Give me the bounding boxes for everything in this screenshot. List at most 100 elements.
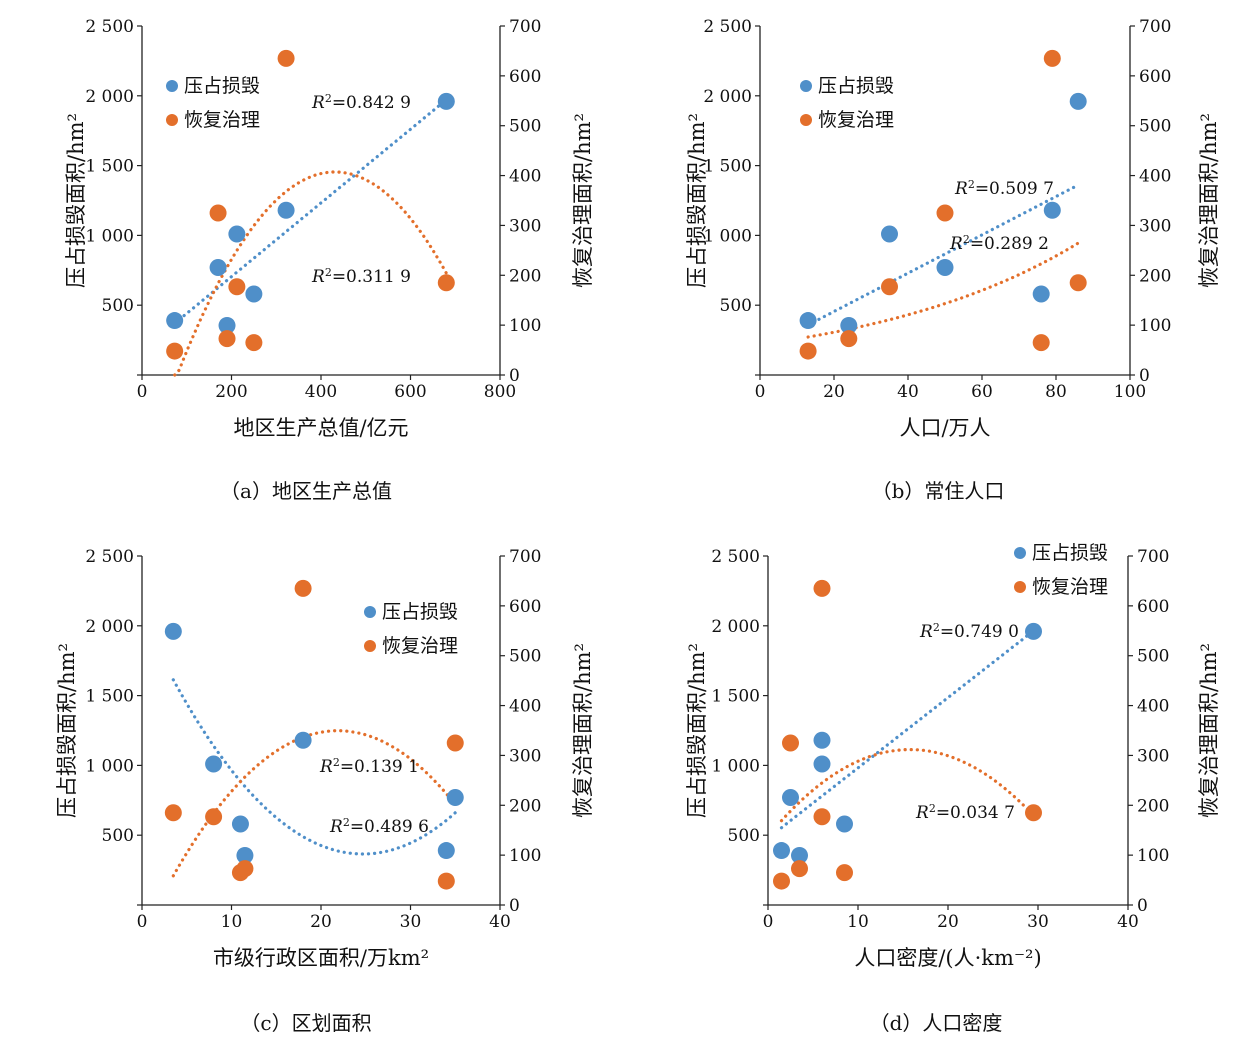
x-tick-label: 400 <box>305 382 337 402</box>
x-tick-label: 0 <box>137 382 148 402</box>
x-tick-label: 20 <box>310 912 332 932</box>
y2-tick-label: 100 <box>1139 316 1171 336</box>
data-point-damage <box>782 789 799 807</box>
y2-tick-label: 0 <box>1139 366 1150 386</box>
data-point-damage <box>813 731 831 749</box>
data-point-restoration <box>164 804 182 822</box>
data-point-damage <box>1069 92 1087 110</box>
r2-label-restoration: R2=0.311 9 <box>311 266 411 288</box>
data-point-damage <box>236 846 254 864</box>
legend-marker <box>166 80 178 92</box>
data-point-restoration <box>277 49 295 67</box>
y-tick-label: 1 000 <box>85 226 134 246</box>
x-tick-label: 30 <box>400 912 422 932</box>
data-point-restoration <box>773 872 790 890</box>
x-tick-label: 60 <box>971 382 993 402</box>
data-point-damage <box>1043 201 1061 219</box>
x-axis-title: 地区生产总值/亿元 <box>233 416 408 440</box>
data-point-damage <box>1025 622 1042 640</box>
data-point-damage <box>813 755 831 773</box>
data-point-restoration <box>236 860 254 878</box>
legend-label: 压占损毁 <box>382 601 458 623</box>
data-point-damage <box>437 92 455 110</box>
data-point-damage <box>209 259 227 277</box>
y2-tick-label: 500 <box>1139 117 1171 137</box>
data-point-restoration <box>446 734 464 752</box>
y-tick-label: 2 500 <box>711 547 760 567</box>
panel-caption: （b）常住人口 <box>872 479 1005 503</box>
y2-tick-label: 400 <box>1139 167 1171 187</box>
legend-label: 恢复治理 <box>818 109 894 131</box>
y2-tick-label: 500 <box>509 117 541 137</box>
data-point-damage <box>166 312 184 330</box>
panel-caption: （c）区划面积 <box>240 1011 371 1035</box>
y-tick-label: 500 <box>728 826 760 846</box>
data-point-restoration <box>437 274 455 292</box>
y-tick-label: 2 000 <box>85 87 134 107</box>
data-point-restoration <box>782 734 799 752</box>
data-point-restoration <box>245 334 263 352</box>
data-point-damage <box>245 285 263 303</box>
legend-marker <box>364 640 376 652</box>
x-tick-label: 40 <box>897 382 919 402</box>
data-point-damage <box>1032 285 1050 303</box>
data-point-restoration <box>813 808 831 826</box>
x-axis-title: 人口/万人 <box>899 416 990 440</box>
legend-label: 压占损毁 <box>184 75 260 97</box>
y-axis-title: 压占损毁面积/hm² <box>685 643 709 818</box>
trendline-damage <box>171 678 457 856</box>
trendline-restoration <box>806 241 1080 339</box>
y2-tick-label: 700 <box>509 547 541 567</box>
x-tick-label: 200 <box>215 382 247 402</box>
data-point-restoration <box>437 872 455 890</box>
y2-tick-label: 300 <box>509 216 541 236</box>
legend-label: 压占损毁 <box>818 75 894 97</box>
y-tick-label: 2 000 <box>711 617 760 637</box>
y-tick-label: 500 <box>102 296 134 316</box>
y2-axis-title: 恢复治理面积/hm² <box>571 643 595 818</box>
data-point-restoration <box>813 579 831 597</box>
y-tick-label: 1 000 <box>703 226 752 246</box>
legend-label: 恢复治理 <box>382 635 458 657</box>
y-tick-label: 500 <box>720 296 752 316</box>
y-axis-title: 压占损毁面积/hm² <box>64 113 88 288</box>
x-tick-label: 0 <box>763 912 774 932</box>
legend-marker <box>364 606 376 618</box>
r2-label-damage: R2=0.489 6 <box>329 816 429 838</box>
y2-tick-label: 200 <box>1139 266 1171 286</box>
y2-tick-label: 100 <box>1137 846 1169 866</box>
y-tick-label: 1 500 <box>703 157 752 177</box>
trendline-restoration <box>779 748 1036 823</box>
data-point-damage <box>936 259 954 277</box>
data-point-damage <box>228 225 246 243</box>
data-point-damage <box>164 622 182 640</box>
y2-tick-label: 200 <box>509 796 541 816</box>
data-point-damage <box>294 731 312 749</box>
r2-label-restoration: R2=0.139 1 <box>319 756 419 778</box>
y2-tick-label: 0 <box>509 366 520 386</box>
y2-tick-label: 500 <box>509 647 541 667</box>
data-point-restoration <box>228 278 246 296</box>
y-tick-label: 2 500 <box>85 547 134 567</box>
y2-tick-label: 0 <box>509 896 520 916</box>
data-point-restoration <box>209 204 227 222</box>
data-point-damage <box>881 225 898 243</box>
y2-tick-label: 0 <box>1137 896 1148 916</box>
legend-label: 恢复治理 <box>184 109 260 131</box>
data-point-damage <box>836 815 853 833</box>
x-tick-label: 600 <box>394 382 426 402</box>
r2-label-damage: R2=0.842 9 <box>311 92 411 114</box>
y2-tick-label: 600 <box>1137 597 1169 617</box>
trendline-damage <box>779 629 1036 830</box>
y2-axis-title: 恢复治理面积/hm² <box>571 113 595 288</box>
y-tick-label: 500 <box>102 826 134 846</box>
chart-panel-3: 0 10 20 30 40 500 1 000 1 500 2 000 2 500 0 100 200 3… <box>55 547 595 1035</box>
r2-label-restoration: R2=0.289 2 <box>949 233 1049 255</box>
data-point-damage <box>218 316 236 334</box>
y-tick-label: 2 500 <box>85 17 134 37</box>
x-axis-title: 人口密度/(人·km⁻²) <box>854 946 1041 970</box>
y2-tick-label: 300 <box>509 746 541 766</box>
x-tick-label: 20 <box>937 912 959 932</box>
